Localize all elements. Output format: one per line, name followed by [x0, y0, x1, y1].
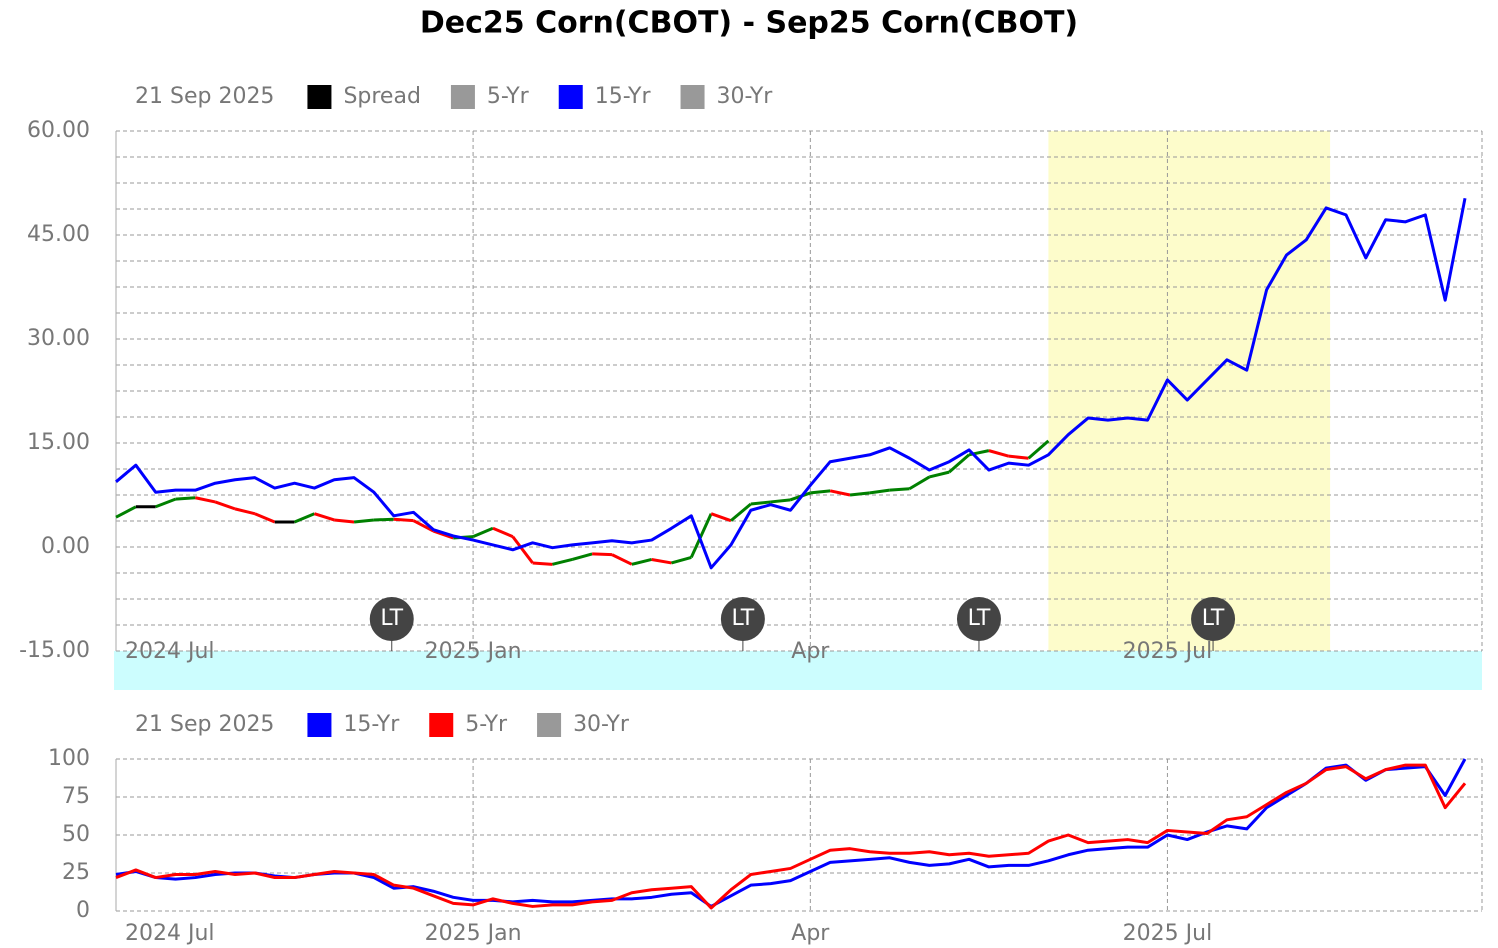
navigator-band: [114, 651, 1482, 690]
x-tick-label: 2024 Jul: [125, 921, 215, 946]
spread-segment: [313, 512, 335, 522]
spread-segment: [1027, 439, 1050, 460]
y-tick-label: 15.00: [27, 430, 90, 455]
legend-swatch: [307, 85, 332, 109]
spread-segment: [234, 507, 256, 516]
y-tick-label: 0.00: [41, 534, 90, 559]
x-tick-label: 2025 Jul: [1123, 639, 1213, 664]
marker-badge: [1191, 597, 1236, 641]
spread-segment: [293, 512, 315, 524]
legend-swatch: [558, 85, 583, 109]
spread-segment: [908, 475, 931, 491]
x-tick-label: Apr: [791, 639, 830, 664]
spread-segment: [631, 558, 652, 566]
x-tick-label: 2025 Jan: [425, 639, 522, 664]
spread-segment: [1008, 454, 1029, 460]
marker-label: LT: [732, 606, 755, 631]
spread-segment: [988, 449, 1010, 458]
legend-label: 15-Yr: [595, 84, 652, 109]
legend-swatch: [307, 713, 332, 737]
spread-segment: [353, 518, 375, 524]
y-tick-label: 0: [76, 898, 90, 923]
spread-segment: [929, 470, 950, 479]
legend-label: Spread: [343, 84, 420, 109]
y-tick-label: 75: [62, 784, 90, 809]
legend-date: 21 Sep 2025: [135, 712, 274, 737]
spread-segment: [552, 558, 573, 566]
spread-segment: [334, 518, 355, 524]
marker-label: LT: [968, 606, 991, 631]
y-tick-label: 25: [62, 860, 90, 885]
legend-label: 5-Yr: [465, 712, 508, 737]
x-tick-label: 2025 Jan: [425, 921, 522, 946]
spread-segment: [195, 496, 216, 504]
spread-segment: [869, 488, 890, 495]
chart-title: Dec25 Corn(CBOT) - Sep25 Corn(CBOT): [420, 6, 1078, 41]
spread-segment: [710, 512, 732, 523]
spread-segment: [511, 535, 534, 564]
legend-swatch: [429, 713, 454, 737]
legend-swatch: [537, 713, 562, 737]
spread-segment: [592, 552, 613, 557]
legend-label: 30-Yr: [717, 84, 774, 109]
marker-label: LT: [1202, 606, 1225, 631]
y-tick-label: 50: [62, 822, 90, 847]
y-tick-label: 45.00: [27, 222, 90, 247]
spread-segment: [948, 453, 971, 474]
x-tick-label: Apr: [791, 921, 830, 946]
spread-segment: [115, 505, 137, 519]
spread-segment: [571, 552, 593, 561]
marker-label: LT: [380, 606, 403, 631]
spread-segment: [214, 500, 236, 511]
x-tick-label: 2024 Jul: [125, 639, 215, 664]
legend-swatch: [680, 85, 705, 109]
y-tick-label: 30.00: [27, 326, 90, 351]
spread-segment: [412, 519, 435, 533]
legend-date: 21 Sep 2025: [135, 84, 274, 109]
legend-label: 5-Yr: [487, 84, 530, 109]
y-tick-label: 60.00: [27, 118, 90, 143]
legend-swatch: [450, 85, 475, 109]
marker-badge: [720, 597, 765, 641]
legend-label: 15-Yr: [343, 712, 400, 737]
spread-segment: [889, 487, 910, 492]
spread-segment: [472, 526, 494, 538]
spread-segment: [810, 489, 831, 495]
spread-segment: [155, 497, 177, 509]
series-line: [115, 763, 1467, 910]
legend-label: 30-Yr: [573, 712, 630, 737]
x-tick-label: 2025 Jul: [1123, 921, 1213, 946]
spread-segment: [730, 502, 752, 522]
spread-segment: [393, 517, 414, 523]
spread-segment: [532, 561, 553, 566]
marker-badge: [369, 597, 414, 641]
series-line: [115, 197, 1467, 570]
y-tick-label: 100: [48, 746, 90, 771]
spread-segment: [254, 512, 276, 524]
spread-segment: [770, 498, 791, 504]
spread-segment: [611, 553, 633, 566]
spread-segment: [492, 526, 514, 538]
spread-segment: [750, 500, 771, 506]
y-tick-label: -15.00: [19, 638, 90, 663]
spread-segment: [373, 517, 394, 522]
spread-segment: [651, 558, 672, 565]
series-line: [115, 758, 1467, 908]
spread-segment: [829, 489, 851, 497]
spread-segment: [849, 491, 871, 497]
spread-segment: [689, 513, 713, 559]
spread-segment: [175, 496, 196, 501]
marker-badge: [956, 597, 1001, 641]
spread-segment: [671, 555, 692, 565]
